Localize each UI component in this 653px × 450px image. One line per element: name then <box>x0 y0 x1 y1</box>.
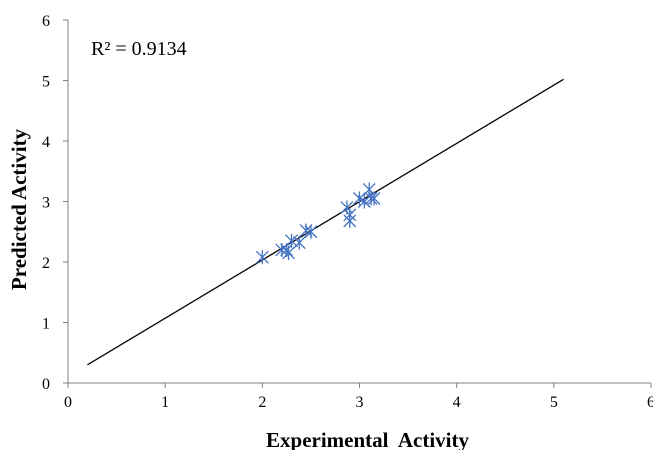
data-point <box>282 245 296 260</box>
y-tick-label: 2 <box>42 255 50 272</box>
y-tick-label: 6 <box>42 13 50 30</box>
x-tick-label: 2 <box>258 394 266 411</box>
data-point <box>343 213 357 228</box>
x-tick-label: 0 <box>64 394 72 411</box>
y-tick-label: 3 <box>42 195 50 212</box>
y-tick-label: 1 <box>42 316 50 333</box>
data-point <box>299 223 313 238</box>
x-tick-label: 1 <box>161 394 169 411</box>
y-tick-label: 0 <box>42 376 50 393</box>
x-tick-label: 3 <box>356 394 364 411</box>
data-point <box>285 233 298 248</box>
data-point <box>357 194 371 209</box>
data-point <box>304 224 318 239</box>
ticks: 0 1 2 3 4 5 6 0 1 2 3 4 5 6 <box>42 13 653 411</box>
data-point <box>255 250 269 265</box>
data-point <box>364 191 378 206</box>
trendline <box>87 78 564 366</box>
data-point <box>292 235 306 250</box>
data-point <box>367 191 381 206</box>
y-axis-title: Predicted Activity <box>7 128 31 290</box>
x-axis-title: Experimental Activity <box>266 428 469 450</box>
data-points <box>255 182 381 265</box>
x-tick-label: 6 <box>647 394 653 411</box>
x-tick-label: 5 <box>550 394 558 411</box>
y-tick-label: 5 <box>42 74 50 91</box>
trendline-group <box>87 78 564 366</box>
y-tick-label: 4 <box>42 134 50 151</box>
x-tick-label: 4 <box>453 394 461 411</box>
r-squared-annotation: R² = 0.9134 <box>91 38 187 60</box>
